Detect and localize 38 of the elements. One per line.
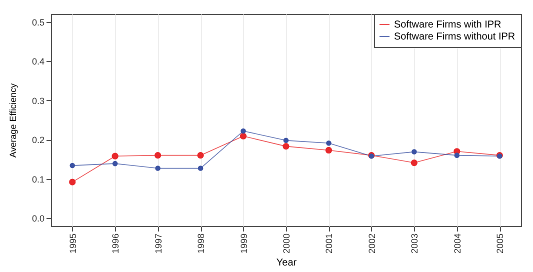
point — [282, 142, 290, 150]
x-tick-label: 1997 — [153, 234, 164, 254]
legend-label: Software Firms without IPR — [394, 32, 516, 42]
x-tick-label: 2000 — [282, 234, 292, 254]
y-tick-label: 0.2 — [32, 135, 44, 146]
point — [70, 162, 76, 168]
x-tick-label: 1995 — [68, 234, 78, 254]
point — [412, 149, 417, 154]
point — [154, 152, 162, 159]
point — [112, 160, 118, 166]
x-tick-label: 2005 — [495, 234, 506, 254]
x-tick-label: 2001 — [324, 234, 334, 254]
x-tick-label: 1999 — [238, 234, 249, 254]
point — [283, 138, 289, 144]
point — [326, 140, 332, 146]
y-tick-label: 0.5 — [32, 17, 44, 28]
x-tick-label: 2004 — [452, 234, 462, 254]
legend-label: Software Firms with IPR — [394, 20, 502, 30]
point — [410, 159, 418, 166]
x-tick-label: 2002 — [366, 234, 377, 254]
y-tick-label: 0.0 — [32, 214, 44, 224]
point — [112, 152, 118, 160]
x-axis-title: Year — [276, 258, 298, 269]
y-tick-label: 0.1 — [32, 174, 44, 184]
point — [454, 152, 460, 158]
point — [155, 166, 160, 171]
point — [240, 128, 246, 134]
y-tick-label: 0.3 — [32, 96, 44, 106]
point — [325, 146, 332, 154]
point — [197, 152, 204, 159]
point — [69, 178, 76, 186]
point — [240, 132, 247, 140]
x-tick-label: 1996 — [110, 234, 121, 254]
x-tick-label: 2003 — [410, 234, 420, 254]
x-tick-label: 1998 — [196, 234, 206, 254]
y-axis-title: Average Efficiency — [8, 82, 18, 158]
point — [198, 166, 204, 171]
y-tick-label: 0.4 — [32, 56, 44, 67]
